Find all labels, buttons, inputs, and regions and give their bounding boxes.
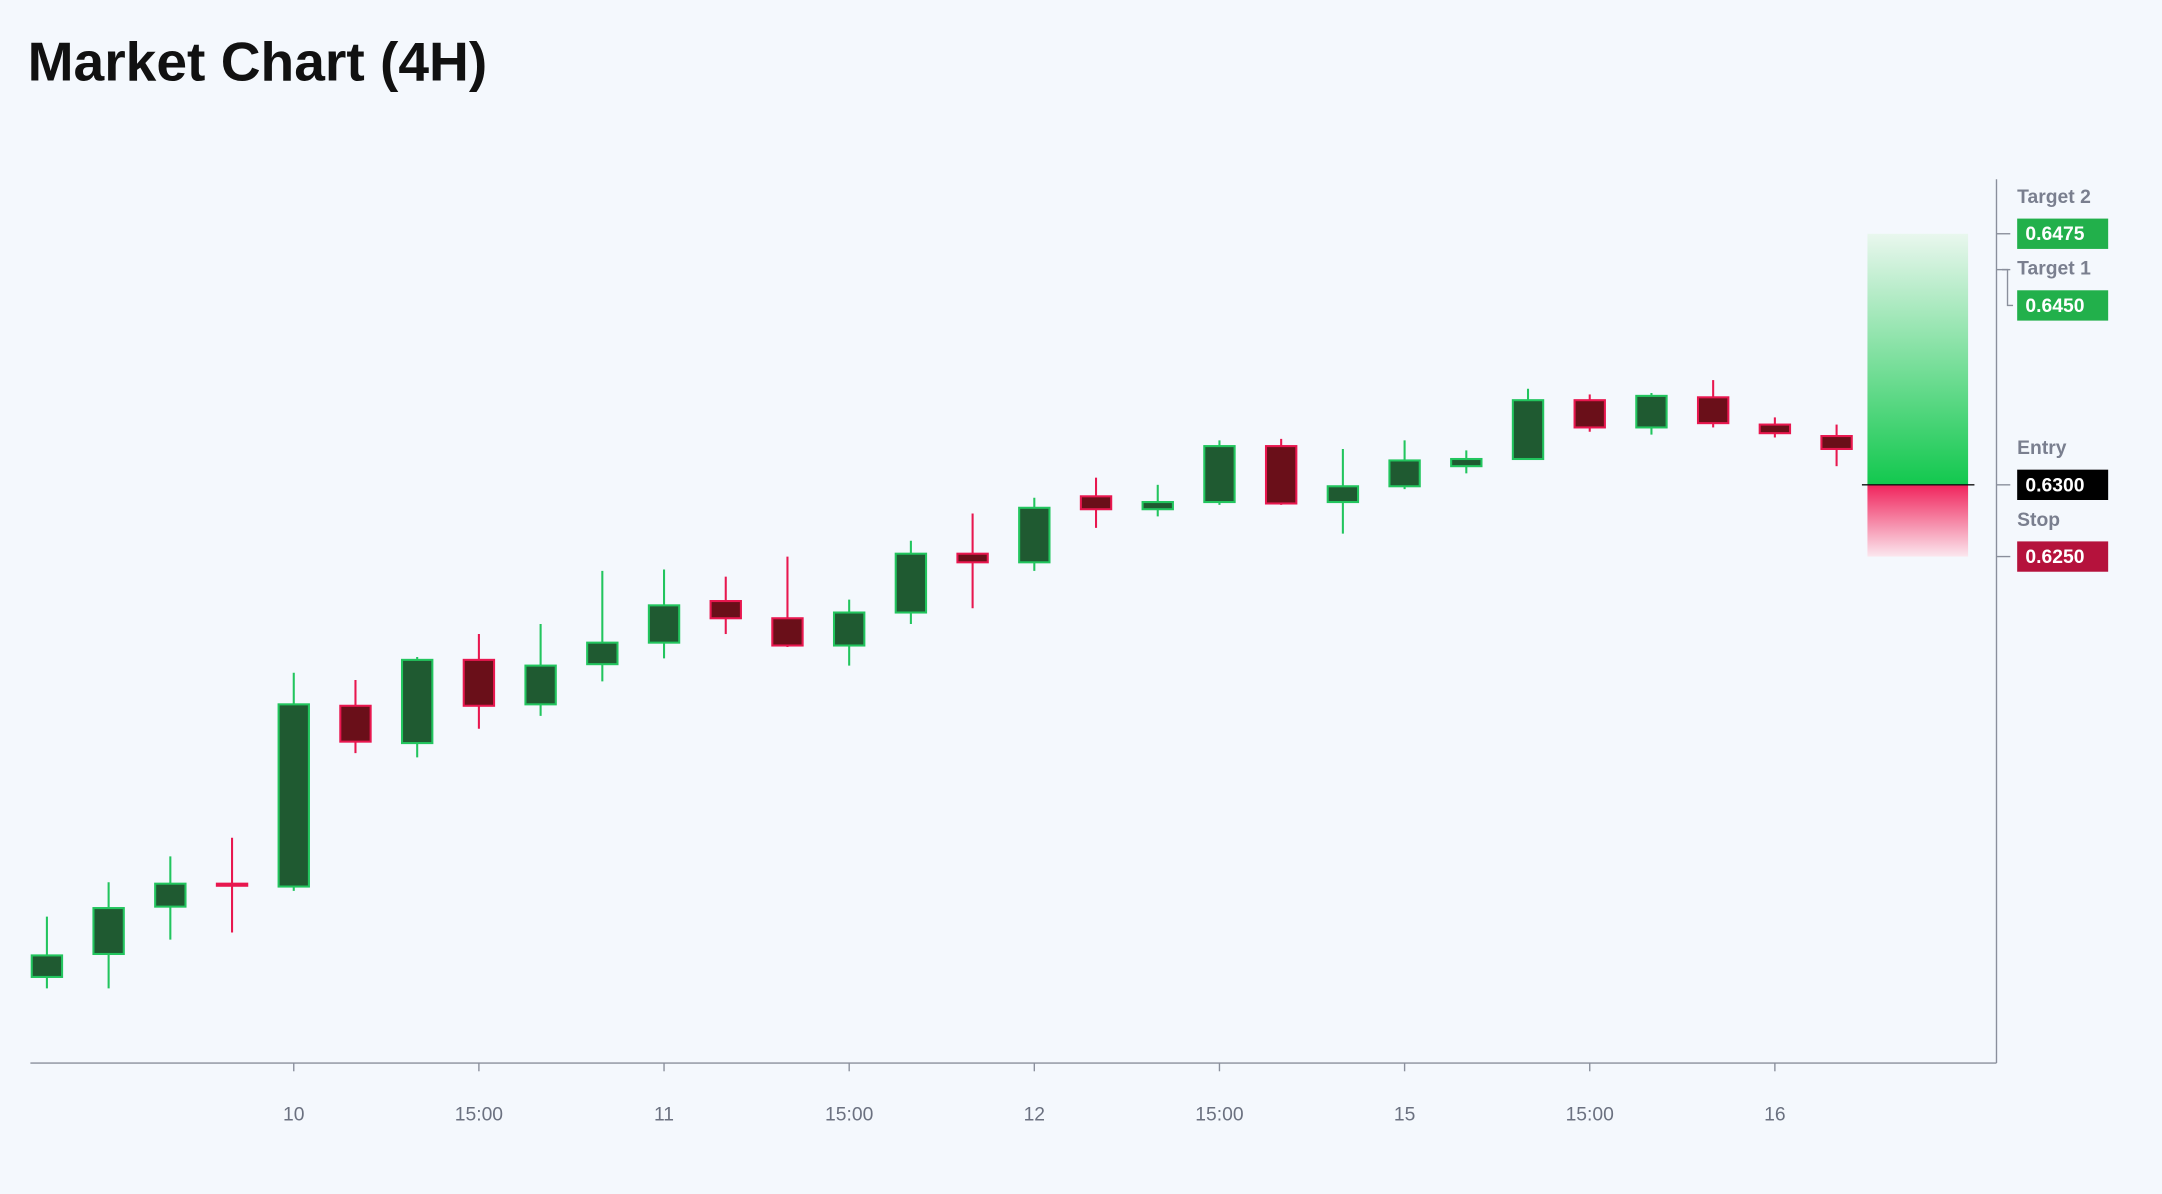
candle-body [462,658,496,707]
candle-body [647,604,681,644]
candle-body [956,552,989,564]
candle-body [586,641,619,666]
level-value: 0.6475 [2025,224,2084,245]
candle-body [1141,501,1174,511]
level-value: 0.6250 [2025,547,2084,568]
level-connector [2002,268,2014,307]
candle-body [30,954,64,978]
x-tick-label: 11 [654,1105,674,1126]
profit-zone [1867,233,1969,485]
x-tick-label: 15:00 [825,1105,873,1126]
level-badge [2017,541,2109,572]
x-tick-label: 10 [283,1105,304,1126]
candle-body [1388,459,1421,488]
x-tick-label: 12 [1024,1105,1045,1126]
candle-body [1203,445,1236,504]
level-value: 0.6300 [2025,475,2084,496]
level-badge [2017,218,2109,249]
loss-zone [1867,484,1969,557]
candle-body [92,907,125,956]
candle-body [1635,394,1668,429]
candle-body [1696,396,1730,425]
level-value: 0.6450 [2025,296,2084,317]
candle-body [277,703,310,888]
x-tick-label: 16 [1764,1105,1785,1126]
x-tick-label: 15:00 [1566,1105,1614,1126]
x-tick-label: 15 [1394,1105,1415,1126]
level-name: Target 1 [2017,259,2091,280]
level-badge [2017,469,2109,500]
x-tick-label: 15:00 [1195,1105,1243,1126]
candle-body [1450,457,1483,468]
level-name: Entry [2017,438,2067,459]
candle-body [832,611,866,647]
x-tick-label: 15:00 [455,1105,503,1126]
level-name: Target 2 [2017,187,2091,208]
candle-body [894,552,928,614]
chart-title: Market Chart (4H) [28,31,488,93]
candle-body [154,882,187,908]
candle-body [1573,399,1606,429]
candle-body [1079,495,1113,511]
level-badge [2017,290,2109,321]
level-name: Stop [2017,510,2060,531]
candle-body [1326,485,1360,504]
candle-body [524,664,557,706]
candle-body [339,704,372,743]
candle-body [215,882,249,887]
candle-body [771,617,804,647]
candle-body [1511,399,1545,461]
candle-body [1820,435,1853,450]
candle-body [1018,506,1051,564]
candle-body [400,658,434,745]
candle-body [1758,423,1792,435]
candle-body [709,600,742,620]
candle-body [1264,445,1298,505]
